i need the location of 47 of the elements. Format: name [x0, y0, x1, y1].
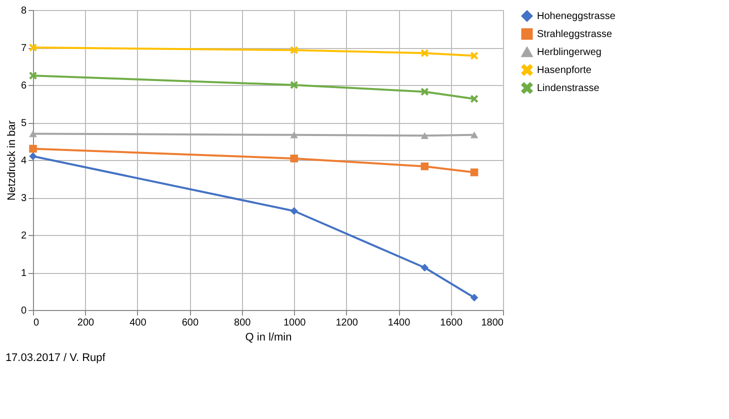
legend-label: Herblingerweg [537, 47, 602, 58]
point [290, 81, 298, 89]
x-tick-label: 600 [182, 318, 199, 328]
point [290, 154, 298, 162]
point [470, 294, 478, 302]
point [420, 264, 429, 272]
x-tick-label: 1800 [481, 318, 504, 328]
text: 17.03.2017 / V. Rupf [5, 352, 106, 364]
point [420, 132, 429, 139]
y-axis-title: Netzdruck in bar [6, 120, 18, 201]
x-tick-label: 200 [77, 318, 94, 328]
x-tick-label: 1000 [283, 318, 306, 328]
y-tick-label: 1 [20, 268, 27, 279]
point [470, 52, 478, 60]
point [29, 72, 37, 80]
point [290, 132, 298, 138]
legend-label: Strahleggstrasse [537, 29, 612, 40]
x-tick-label: 800 [234, 318, 252, 328]
x-tick-label: 1200 [336, 318, 358, 328]
point [420, 88, 429, 96]
point [29, 144, 37, 153]
point [290, 207, 298, 215]
x-axis-title: Q in l/min [245, 332, 292, 344]
x-tick-label: 0 [34, 318, 40, 328]
y-tick-label: 3 [20, 193, 27, 204]
point [420, 162, 429, 170]
point [290, 46, 298, 54]
point [29, 44, 37, 52]
point [470, 95, 478, 103]
x-tick-label: 1400 [388, 318, 411, 328]
y-tick-label: 4 [20, 156, 27, 166]
point [29, 152, 37, 160]
y-tick-label: 0 [20, 306, 27, 316]
legend-label: Hoheneggstrasse [537, 11, 616, 22]
point [470, 168, 478, 176]
y-tick-label: 7 [20, 43, 27, 54]
point [29, 130, 37, 138]
y-tick-label: 6 [20, 80, 27, 92]
point [420, 49, 429, 57]
y-tick-label: 8 [20, 6, 27, 16]
legend-label: Hasenpforte [537, 65, 592, 76]
y-tick-label: 2 [20, 230, 27, 242]
y-tick-label: 5 [20, 118, 27, 129]
x-tick-label: 1600 [440, 318, 463, 328]
legend-label: Lindenstrasse [537, 83, 600, 94]
x-tick-label: 400 [130, 318, 147, 328]
point [470, 132, 478, 138]
